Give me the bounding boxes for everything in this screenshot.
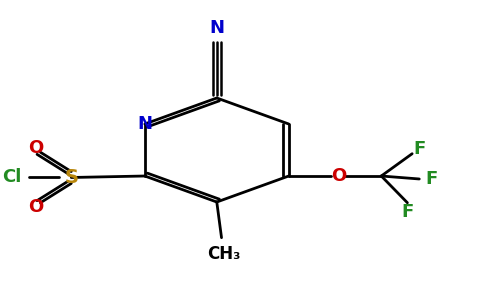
Text: F: F	[401, 203, 413, 221]
Text: Cl: Cl	[2, 169, 22, 187]
Text: N: N	[137, 115, 152, 133]
Text: F: F	[413, 140, 425, 158]
Text: CH₃: CH₃	[207, 245, 241, 263]
Text: O: O	[331, 167, 346, 185]
Text: F: F	[425, 170, 437, 188]
Text: O: O	[28, 139, 43, 157]
Text: N: N	[209, 19, 224, 37]
Text: O: O	[28, 198, 43, 216]
Text: S: S	[64, 168, 78, 187]
